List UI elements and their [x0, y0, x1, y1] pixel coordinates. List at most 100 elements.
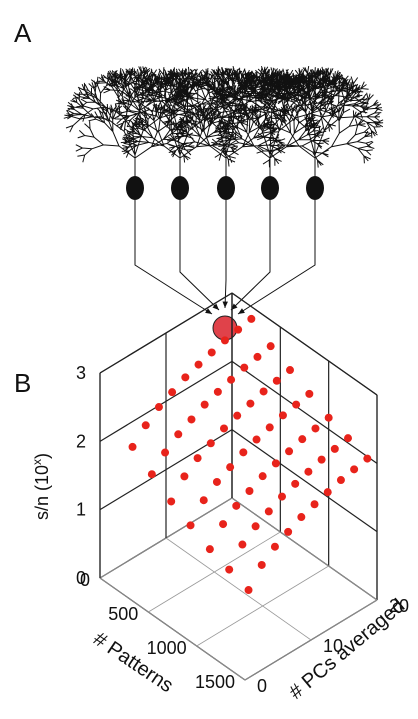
- panel-label: B: [14, 368, 31, 398]
- data-point: [292, 400, 301, 409]
- y-tick-label: 10: [323, 636, 343, 656]
- data-point: [298, 435, 307, 444]
- panel-label: A: [14, 18, 32, 48]
- data-point: [141, 421, 150, 430]
- dendrite: [249, 66, 384, 180]
- data-point: [161, 448, 170, 457]
- data-point: [286, 366, 294, 375]
- data-point: [272, 376, 281, 385]
- data-point: [206, 439, 215, 448]
- data-point: [297, 513, 306, 522]
- synapse-arrow: [238, 308, 245, 314]
- data-point: [323, 488, 332, 497]
- data-point: [205, 545, 214, 554]
- data-point: [317, 455, 326, 464]
- data-point: [199, 496, 208, 505]
- data-point: [244, 586, 253, 595]
- y-axis-title: # PCs averaged: [285, 595, 409, 704]
- data-point: [181, 373, 190, 382]
- axon: [134, 200, 213, 315]
- data-point: [266, 342, 275, 351]
- z-title-end: ): [32, 453, 52, 459]
- neuron-diagram: [63, 65, 384, 315]
- data-point: [264, 507, 273, 516]
- data-point: [234, 325, 243, 334]
- z-tick-label: 3: [76, 363, 86, 383]
- data-point: [311, 424, 320, 433]
- soma: [171, 176, 189, 200]
- z-title-base: s/n (10: [32, 465, 52, 520]
- y-tick-label: 0: [257, 676, 267, 696]
- data-point: [251, 522, 260, 531]
- data-point: [252, 435, 261, 444]
- soma: [126, 176, 144, 200]
- synapse-arrow: [212, 303, 219, 310]
- data-point: [291, 479, 300, 488]
- data-point: [212, 477, 221, 486]
- data-point: [220, 424, 228, 433]
- data-point: [225, 565, 234, 574]
- data-point: [147, 470, 156, 479]
- soma: [261, 176, 279, 200]
- grid-line: [231, 360, 378, 464]
- y-tick-label: 20: [389, 596, 409, 616]
- data-point: [253, 352, 262, 361]
- x-tick-label: 1500: [195, 672, 235, 692]
- z-tick-label: 1: [76, 500, 86, 520]
- axon: [237, 200, 316, 315]
- data-point: [207, 348, 216, 357]
- data-point: [336, 476, 345, 485]
- data-point: [180, 472, 189, 481]
- data-point: [245, 487, 254, 495]
- data-point: [233, 411, 242, 420]
- data-point: [304, 467, 313, 476]
- z-title-sup: x: [30, 459, 44, 465]
- data-point: [168, 388, 177, 397]
- axon: [179, 200, 220, 311]
- data-point: [220, 336, 229, 345]
- soma: [217, 176, 235, 200]
- data-point: [246, 399, 255, 408]
- x-tick-label: 500: [108, 604, 138, 624]
- synapse-arrow: [205, 308, 212, 314]
- z-tick-label: 0: [76, 568, 86, 588]
- data-point: [193, 454, 202, 463]
- x-tick-label: 1000: [147, 638, 187, 658]
- data-point: [247, 314, 256, 323]
- data-point: [310, 500, 319, 509]
- data-point: [257, 560, 266, 569]
- data-point: [330, 444, 339, 453]
- data-point: [213, 387, 222, 396]
- data-point: [285, 447, 294, 456]
- data-point: [238, 540, 247, 549]
- data-point: [344, 434, 352, 443]
- synapse-arrow: [231, 303, 238, 310]
- data-point: [239, 448, 248, 457]
- data-point: [219, 520, 228, 529]
- data-point: [363, 454, 372, 463]
- grid-line: [99, 577, 246, 681]
- synapse-arrow: [222, 301, 228, 308]
- data-point: [232, 501, 241, 510]
- plot: 0 1 2 3 0 500 1000 1500 0 10 20: [76, 292, 409, 696]
- grid-line: [231, 292, 378, 396]
- z-tick-label: 2: [76, 431, 86, 451]
- data-point: [200, 400, 209, 409]
- soma: [306, 176, 324, 200]
- data-point: [174, 430, 183, 439]
- data-point: [271, 459, 280, 468]
- data-point: [270, 542, 279, 551]
- data-point: [240, 363, 249, 372]
- data-point: [259, 387, 268, 396]
- data-point: [284, 527, 293, 536]
- axon: [230, 200, 271, 311]
- data-point: [226, 463, 235, 472]
- grid-line: [231, 429, 378, 533]
- z-axis-title: s/n (10x): [30, 453, 52, 520]
- data-point: [278, 492, 286, 501]
- data-point: [305, 389, 314, 398]
- data-point: [278, 411, 287, 420]
- grid-line: [165, 537, 312, 641]
- x-tick-label: 0: [80, 570, 90, 590]
